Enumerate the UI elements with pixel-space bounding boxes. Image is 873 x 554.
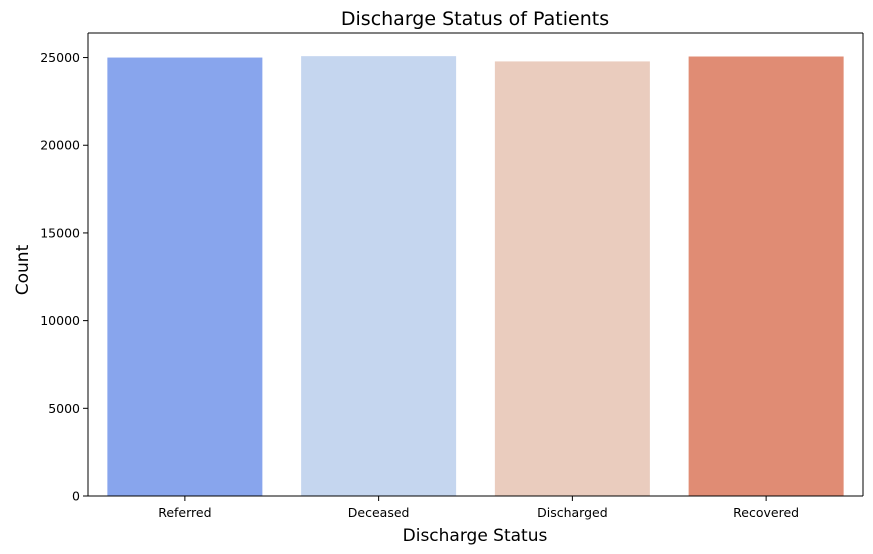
y-axis-label: Count	[13, 244, 33, 295]
y-tick-label: 5000	[48, 401, 80, 416]
bar-discharged	[494, 61, 650, 496]
chart-title: Discharge Status of Patients	[341, 8, 609, 30]
x-axis: Referred Deceased Discharged Recovered	[158, 496, 799, 520]
y-tick-label: 0	[72, 489, 80, 504]
x-tick-label: Discharged	[537, 505, 608, 520]
y-axis: 0 5000 10000 15000 20000 25000	[40, 32, 864, 504]
y-tick-label: 10000	[40, 313, 80, 328]
bars-group	[107, 56, 844, 497]
x-axis-label: Discharge Status	[403, 526, 548, 546]
x-tick-label: Referred	[158, 505, 211, 520]
x-tick-label: Recovered	[733, 505, 799, 520]
bar-referred	[107, 57, 263, 496]
y-tick-label: 20000	[40, 138, 80, 153]
y-tick-label: 25000	[40, 50, 80, 65]
bar-deceased	[301, 56, 457, 497]
bar-recovered	[688, 56, 844, 496]
y-tick-label: 15000	[40, 225, 80, 240]
x-tick-label: Deceased	[348, 505, 410, 520]
